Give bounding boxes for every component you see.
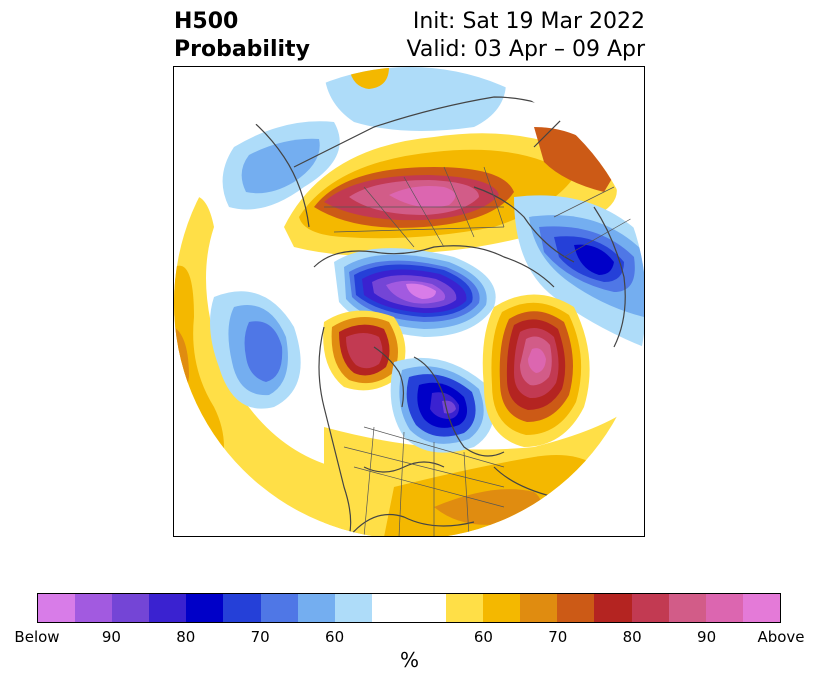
colorbar-segment	[38, 594, 76, 622]
colorbar-segment	[483, 594, 521, 622]
colorbar-segment	[557, 594, 595, 622]
colorbar-tick-label: Below	[14, 628, 60, 646]
colorbar-tick-label: 80	[622, 628, 642, 646]
colorbar-segment	[223, 594, 261, 622]
colorbar-segment	[705, 594, 743, 622]
colorbar-segment	[371, 594, 409, 622]
probability-map	[173, 66, 645, 537]
colorbar	[37, 593, 781, 623]
pacific-below	[210, 291, 301, 409]
map-disk	[174, 67, 644, 536]
colorbar-segment	[668, 594, 706, 622]
colorbar-tick-label: 80	[176, 628, 196, 646]
asia-above	[482, 294, 590, 447]
colorbar-segment	[408, 594, 447, 622]
colorbar-tick-label: Above	[757, 628, 805, 646]
colorbar-segment	[112, 594, 150, 622]
field-subtitle: Probability	[174, 37, 310, 62]
colorbar-tick-label: 90	[697, 628, 717, 646]
eurasia-above	[284, 127, 619, 256]
canada-below	[390, 357, 494, 453]
colorbar-tick-label: 60	[325, 628, 345, 646]
colorbar-segment	[742, 594, 780, 622]
colorbar-segment	[260, 594, 298, 622]
valid-range: Valid: 03 Apr – 09 Apr	[406, 37, 646, 62]
colorbar-tick-label: 70	[250, 628, 270, 646]
greenland-above	[323, 310, 406, 391]
arctic-below	[334, 248, 496, 337]
colorbar-segment	[297, 594, 335, 622]
colorbar-segment	[186, 594, 224, 622]
colorbar-segment	[631, 594, 669, 622]
map-svg	[174, 67, 644, 536]
title-left: H500 Probability	[174, 8, 310, 64]
colorbar-segment	[75, 594, 113, 622]
colorbar-segment	[446, 594, 484, 622]
atlantic-below	[222, 67, 506, 210]
field-title: H500	[174, 9, 239, 34]
siberia-below	[514, 195, 644, 347]
colorbar-labels: Below 90 80 70 60 60 70 80 90 Above	[0, 628, 819, 648]
colorbar-tick-label: 90	[101, 628, 121, 646]
colorbar-tick-label: 60	[473, 628, 493, 646]
init-date: Init: Sat 19 Mar 2022	[412, 9, 645, 34]
colorbar-tick-label: 70	[548, 628, 568, 646]
country-borders	[324, 166, 635, 536]
colorbar-segment	[334, 594, 372, 622]
colorbar-segment	[149, 594, 187, 622]
title-right: Init: Sat 19 Mar 2022 Valid: 03 Apr – 09…	[407, 8, 646, 64]
colorbar-segment	[520, 594, 558, 622]
colorbar-units: %	[399, 648, 419, 672]
colorbar-segment	[594, 594, 632, 622]
